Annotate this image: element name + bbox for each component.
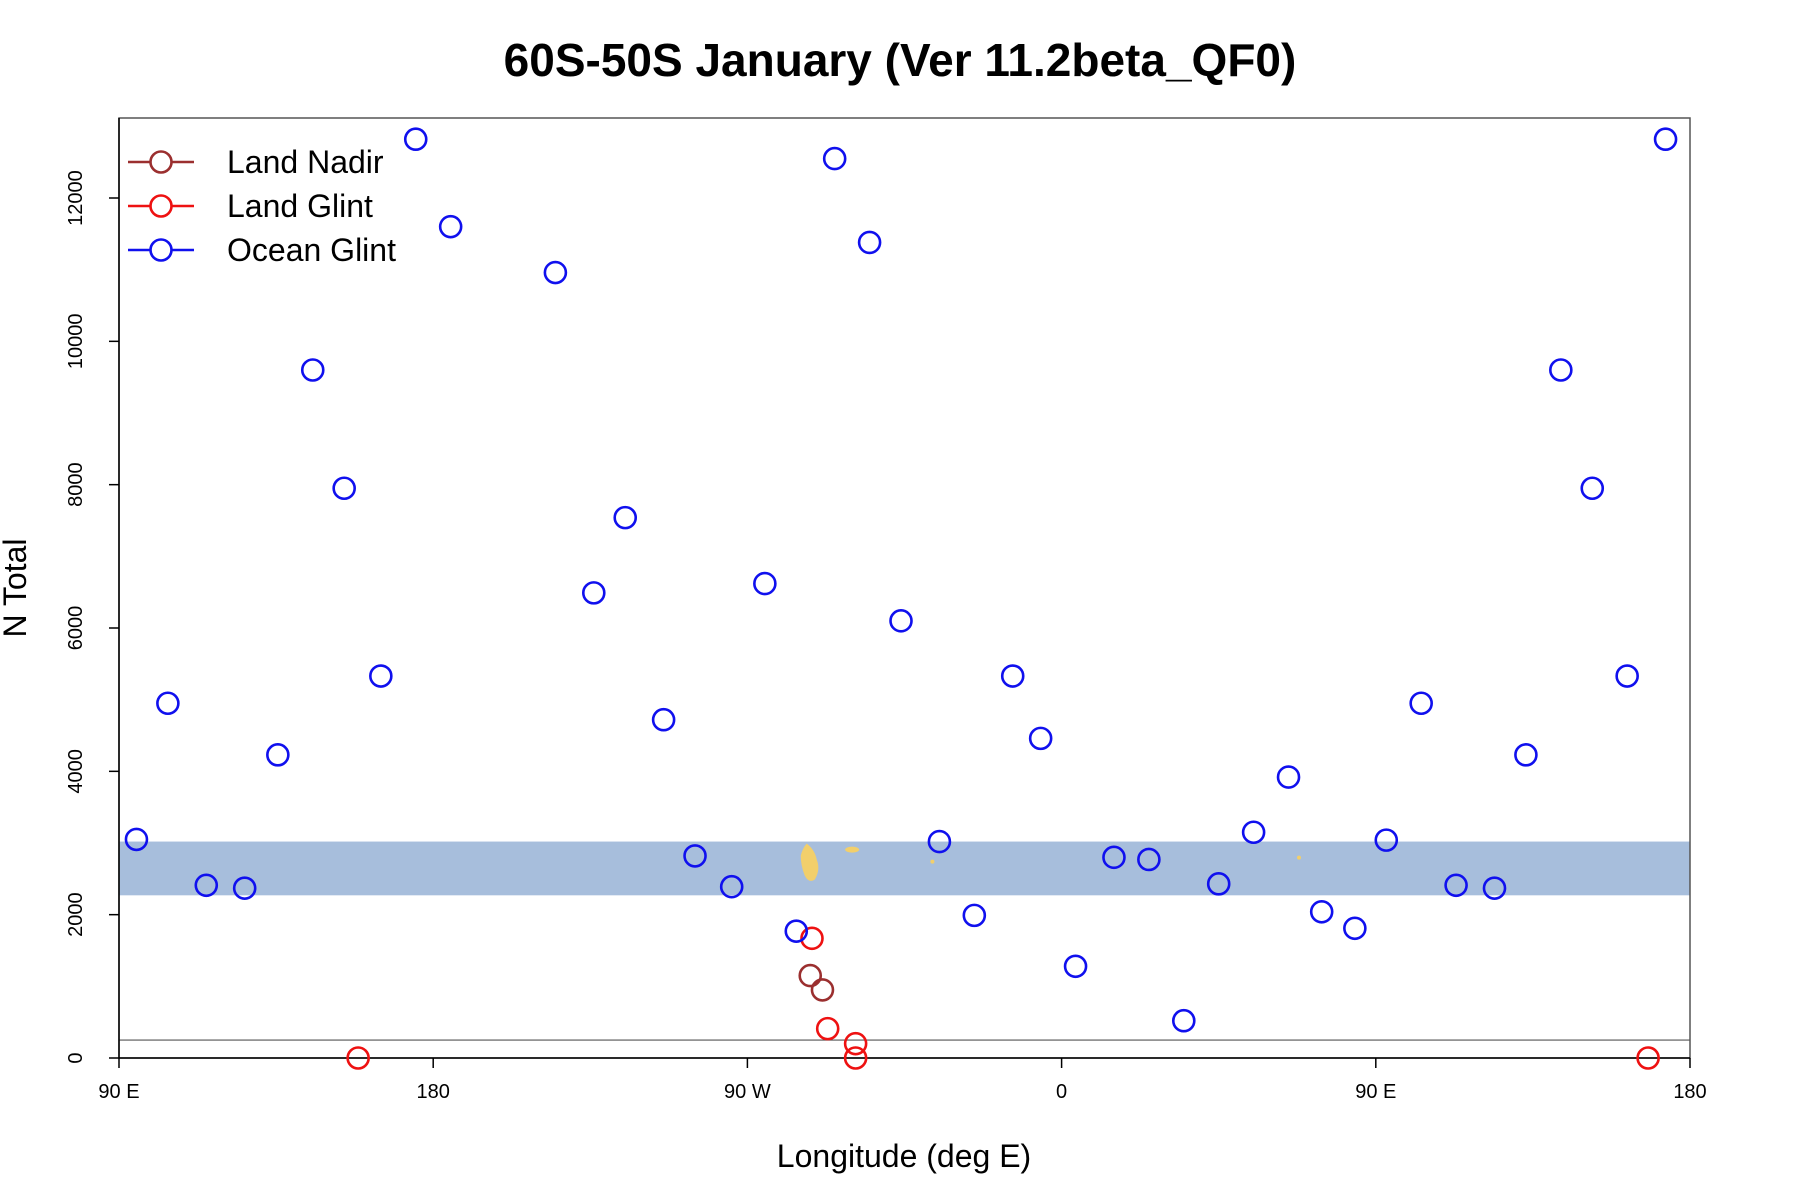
- south-georgia: [930, 859, 935, 864]
- x-tick-label: 90 E: [98, 1081, 139, 1103]
- ocean-glint-point: [438, 214, 463, 239]
- ocean-glint-point: [194, 873, 219, 898]
- x-axis-label: Longitude (deg E): [777, 1138, 1031, 1174]
- ocean-glint-point: [719, 874, 744, 899]
- ocean-glint-point: [613, 505, 638, 530]
- ocean-glint-point: [1102, 845, 1126, 870]
- ocean-glint-point: [1000, 664, 1025, 688]
- x-tick-label: 180: [417, 1081, 450, 1103]
- ocean-glint-point: [1309, 899, 1334, 924]
- y-tick-label: 2000: [65, 892, 87, 937]
- ocean-glint-point: [266, 743, 290, 767]
- legend-marker: [149, 150, 173, 174]
- ocean-glint-point: [1063, 954, 1088, 979]
- ocean-glint-point: [1171, 1008, 1196, 1033]
- land-glint-point: [815, 1016, 840, 1041]
- tierra-del-fuego: [800, 843, 819, 881]
- x-tick-label: 90 E: [1355, 1081, 1396, 1103]
- ocean-glint-point: [889, 609, 913, 633]
- legend-item-land-glint: Land Glint: [128, 188, 373, 224]
- ocean-glint-point: [784, 919, 809, 943]
- x-tick-label: 180: [1673, 1081, 1706, 1103]
- legend-item-ocean-glint: Ocean Glint: [128, 232, 396, 268]
- ocean-glint-point: [1580, 476, 1605, 501]
- kerguelen-islands: [1296, 855, 1301, 860]
- ocean-glint-point: [1514, 743, 1538, 767]
- x-tick-label: 0: [1056, 1081, 1067, 1103]
- ocean-glint-point: [232, 876, 257, 900]
- ocean-glint-point: [857, 230, 882, 255]
- legend: Land Nadir Land Glint Ocean Glint: [128, 144, 396, 268]
- land-glint-point: [800, 926, 824, 951]
- ocean-glint-point: [1374, 828, 1399, 852]
- legend-label: Land Glint: [227, 188, 373, 224]
- ocean-glint-point: [1206, 872, 1231, 896]
- ocean-glint-point: [1028, 726, 1053, 751]
- ocean-glint-point: [1409, 691, 1433, 716]
- y-tick-label: 8000: [65, 462, 87, 507]
- ocean-glint-point: [822, 146, 847, 171]
- ocean-glint-point: [1343, 916, 1367, 941]
- y-tick-label: 0: [65, 1052, 87, 1063]
- y-tick-label: 10000: [65, 314, 87, 370]
- ocean-glint-point: [1653, 127, 1678, 152]
- ocean-glint-point: [962, 903, 987, 928]
- land-glint-point: [346, 1046, 370, 1070]
- ocean-glint-point: [543, 260, 568, 285]
- legend-label: Ocean Glint: [227, 232, 396, 268]
- falkland-islands: [845, 846, 860, 853]
- ocean-glint-point: [753, 571, 777, 596]
- legend-label: Land Nadir: [227, 144, 384, 180]
- y-axis-label: N Total: [0, 538, 33, 637]
- y-axis-ticks: 0 2000 4000 6000 8000 10000 12000: [65, 170, 119, 1064]
- ocean-glint-point: [403, 127, 428, 152]
- ocean-glint-point: [332, 476, 356, 501]
- land-glint-point: [843, 1031, 868, 1056]
- ocean-glint-point: [1137, 847, 1161, 872]
- ocean-glint-point: [1482, 876, 1507, 900]
- ocean-glint-point: [475, 92, 496, 113]
- ocean-glint-point: [1549, 358, 1573, 382]
- ocean-glint-point: [1444, 873, 1468, 898]
- land-glint-point: [1636, 1046, 1660, 1070]
- x-axis-ticks: 90 E 180 90 W 0 90 E 180: [98, 1058, 1707, 1103]
- ocean-glint-point: [1276, 765, 1301, 789]
- ocean-glint-point: [651, 707, 676, 732]
- ocean-glint-point: [1241, 820, 1266, 845]
- y-tick-label: 12000: [65, 170, 87, 226]
- ocean-glint-point: [300, 358, 325, 382]
- ocean-glint-point: [581, 581, 606, 605]
- ocean-glint-point: [1615, 664, 1639, 688]
- y-tick-label: 6000: [65, 606, 87, 651]
- ocean-glint-point: [683, 844, 707, 868]
- map-band: [119, 841, 1690, 896]
- map-landmasses: [800, 843, 1301, 881]
- legend-marker: [149, 238, 173, 262]
- ocean-glint-point: [369, 664, 393, 688]
- ocean-glint-point: [156, 691, 180, 716]
- ocean-glint-point: [927, 829, 952, 854]
- legend-marker: [149, 194, 173, 218]
- land-nadir-point: [810, 978, 835, 1002]
- y-tick-label: 4000: [65, 749, 87, 794]
- chart-title: 60S-50S January (Ver 11.2beta_QF0): [504, 34, 1297, 86]
- x-tick-label: 90 W: [724, 1081, 771, 1103]
- land-nadir-point: [798, 963, 823, 988]
- data-points: [124, 92, 1678, 1070]
- ocean-glint-point: [124, 827, 149, 852]
- land-glint-point: [843, 1046, 868, 1070]
- legend-item-land-nadir: Land Nadir: [128, 144, 384, 180]
